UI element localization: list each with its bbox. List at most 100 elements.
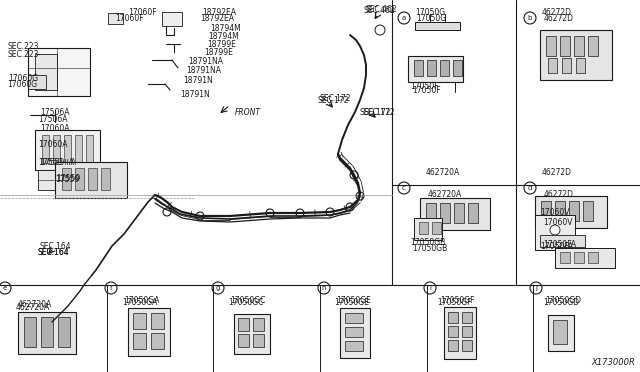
Bar [555,248,615,268]
Text: 17506A: 17506A [38,115,67,124]
Bar [88,168,97,190]
Text: 18791N: 18791N [183,76,212,85]
Text: SEC.223: SEC.223 [8,42,40,51]
Bar [108,13,123,24]
Text: 18794M: 18794M [210,24,241,33]
Bar [555,201,565,221]
Text: 17050GE: 17050GE [336,296,371,305]
Text: 18799E: 18799E [207,40,236,49]
Text: 462720A: 462720A [16,303,51,312]
Circle shape [356,192,364,200]
Text: 17060G: 17060G [8,74,38,83]
Circle shape [550,225,560,235]
Text: 17050F: 17050F [412,86,440,95]
Bar [468,203,478,223]
Text: SEC.462: SEC.462 [364,6,396,15]
Text: 462720A: 462720A [18,300,52,309]
Text: h: h [322,285,326,291]
Bar [28,48,90,96]
Bar [38,170,66,190]
Bar [253,318,264,331]
Bar [234,314,270,354]
Circle shape [530,282,542,294]
Bar [448,326,458,337]
Circle shape [0,282,11,294]
Bar [569,201,579,221]
Bar [426,203,436,223]
Text: e: e [3,285,7,291]
Text: SEC.164: SEC.164 [38,248,70,257]
Text: 17050GB: 17050GB [410,238,445,247]
Text: 17559+A: 17559+A [38,158,74,167]
Text: FRONT: FRONT [235,108,261,117]
Text: 17050G: 17050G [415,8,445,17]
Circle shape [196,212,204,220]
Bar [55,162,127,198]
Text: 46272D: 46272D [542,8,572,17]
Bar [133,313,146,329]
Text: 17060G: 17060G [7,80,37,89]
Bar [583,201,593,221]
Bar [340,308,370,358]
Text: 18792EA: 18792EA [200,14,234,23]
Bar [448,312,458,323]
Bar [28,75,46,89]
Bar [151,333,164,349]
Bar [462,340,472,351]
Bar [128,308,170,356]
Bar [440,203,450,223]
Text: b: b [528,15,532,21]
Bar [101,168,110,190]
Text: 17050GF: 17050GF [437,298,472,307]
Text: 18791NA: 18791NA [188,57,223,66]
Text: 17050GB: 17050GB [412,244,447,253]
Bar [86,135,93,163]
Text: SEC.172: SEC.172 [318,96,349,105]
Bar [440,60,449,76]
Bar [541,201,551,221]
Text: SEC.172: SEC.172 [320,94,351,103]
Text: SEC.462: SEC.462 [365,5,397,14]
Bar [62,168,71,190]
Text: 17050GC: 17050GC [230,296,266,305]
Text: j: j [535,285,537,291]
Text: 17060F: 17060F [115,14,143,23]
Text: 17050F: 17050F [410,82,438,91]
Bar [427,60,436,76]
Bar [35,54,57,90]
Bar [553,320,567,344]
Text: 462720A: 462720A [428,190,462,199]
Circle shape [326,208,334,216]
Text: 18794M: 18794M [208,32,239,41]
Bar [345,327,363,337]
Bar [588,36,598,56]
Text: 17050GD: 17050GD [545,296,581,305]
Bar [75,168,84,190]
Text: d: d [528,185,532,191]
Text: a: a [402,15,406,21]
Bar [432,222,441,234]
Bar [238,334,249,347]
Text: 17050GA: 17050GA [122,298,157,307]
Text: 17559+A: 17559+A [40,158,76,167]
Bar [448,340,458,351]
Text: 46272D: 46272D [542,168,572,177]
Bar [462,326,472,337]
Circle shape [350,171,358,179]
Circle shape [163,208,171,216]
Bar [546,36,556,56]
Text: 17060A: 17060A [40,124,70,133]
Bar [75,135,82,163]
Text: 17506A: 17506A [40,108,70,117]
Bar [454,203,464,223]
Text: 17060F: 17060F [128,8,157,17]
Circle shape [524,12,536,24]
Bar [562,58,571,73]
Circle shape [105,282,117,294]
Text: 17559: 17559 [56,174,80,183]
Bar [588,252,598,263]
Text: 17559: 17559 [55,175,79,184]
Bar [574,252,584,263]
Bar [548,58,557,73]
Bar [576,58,585,73]
